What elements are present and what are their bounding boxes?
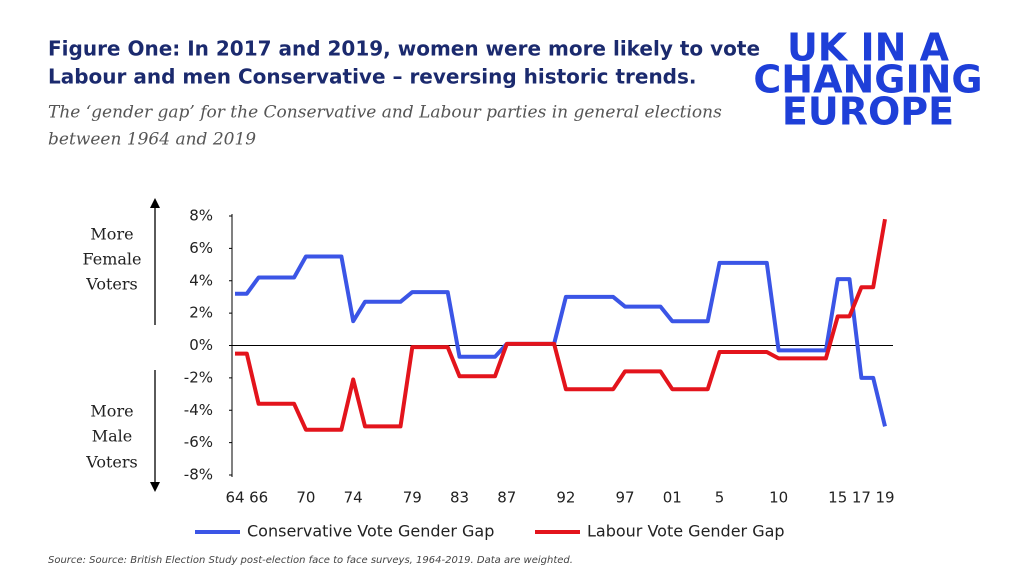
series-line <box>235 254 887 427</box>
series-line <box>235 218 887 432</box>
annotation: Voters <box>85 275 137 294</box>
annotation: Voters <box>85 453 137 472</box>
chart-title: Figure One: In 2017 and 2019, women were… <box>48 37 760 61</box>
legend-label: Labour Vote Gender Gap <box>587 522 785 541</box>
x-tick-label: 83 <box>450 489 469 507</box>
x-tick-label: 70 <box>296 489 315 507</box>
chart-subtitle: between 1964 and 2019 <box>48 130 256 150</box>
x-tick-label: 64 <box>225 489 244 507</box>
x-tick-label: 15 <box>828 489 847 507</box>
annotation: Male <box>92 427 133 446</box>
chart-subtitle: The ‘gender gap’ for the Conservative an… <box>48 103 722 123</box>
y-tick-label: -6% <box>184 433 213 451</box>
x-tick-label: 01 <box>663 489 682 507</box>
y-tick-label: 4% <box>189 271 213 289</box>
x-tick-label: 92 <box>556 489 575 507</box>
y-tick-label: 0% <box>189 336 213 354</box>
x-tick-label: 74 <box>344 489 363 507</box>
arrow-head <box>150 198 160 208</box>
source: Source: Source: British Election Study p… <box>48 555 573 566</box>
legend-label: Conservative Vote Gender Gap <box>247 522 494 541</box>
chart-title: Labour and men Conservative – reversing … <box>48 65 697 89</box>
x-tick-label: 5 <box>715 489 725 507</box>
annotation: More <box>90 225 133 244</box>
annotation: Female <box>83 250 142 269</box>
x-tick-label: 10 <box>769 489 788 507</box>
logo: EUROPE <box>782 90 954 134</box>
x-tick-label: 19 <box>875 489 894 507</box>
x-tick-label: 79 <box>403 489 422 507</box>
y-tick-label: 6% <box>189 239 213 257</box>
x-tick-label: 17 <box>852 489 871 507</box>
annotation: More <box>90 402 133 421</box>
y-tick-label: 2% <box>189 304 213 322</box>
x-tick-label: 87 <box>497 489 516 507</box>
y-tick-label: -8% <box>184 466 213 484</box>
y-tick-label: -4% <box>184 401 213 419</box>
logo: UK IN A <box>787 26 950 70</box>
arrow-head <box>150 482 160 492</box>
y-tick-label: 8% <box>189 207 213 225</box>
x-tick-label: 97 <box>615 489 634 507</box>
y-tick-label: -2% <box>184 368 213 386</box>
logo: CHANGING <box>753 58 982 102</box>
x-tick-label: 66 <box>249 489 268 507</box>
